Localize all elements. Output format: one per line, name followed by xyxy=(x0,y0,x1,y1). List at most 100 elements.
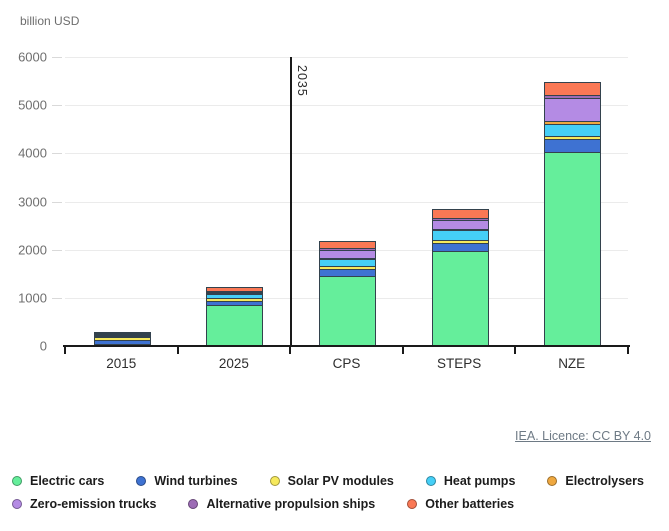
legend-item-label: Wind turbines xyxy=(154,474,238,488)
bar-segment[interactable] xyxy=(432,208,488,218)
y-tick-mark xyxy=(52,153,62,155)
bar-STEPS[interactable] xyxy=(431,208,489,345)
bar-segment[interactable] xyxy=(207,304,263,345)
bar-segment[interactable] xyxy=(545,98,601,122)
legend-marker-icon xyxy=(136,476,147,486)
legend-item-label: Electrolysers xyxy=(565,474,644,488)
bar-segment[interactable] xyxy=(432,230,488,241)
x-axis-line xyxy=(63,345,630,347)
legend-marker-icon xyxy=(269,476,280,486)
y-tick-mark xyxy=(52,249,62,251)
legend-marker-icon xyxy=(12,499,22,509)
legend-marker-icon xyxy=(407,499,418,509)
bar-segment[interactable] xyxy=(94,334,150,336)
x-category-label-2015: 2015 xyxy=(106,356,137,371)
legend-marker-icon xyxy=(188,499,199,509)
bar-segment[interactable] xyxy=(320,258,375,260)
x-tick-mark xyxy=(176,346,179,354)
gridline xyxy=(65,57,628,58)
legend-item[interactable]: Other batteries xyxy=(407,497,514,511)
legend-marker-icon xyxy=(12,476,22,486)
y-tick-label: 4000 xyxy=(18,145,47,161)
bar-segment[interactable] xyxy=(320,248,375,250)
bar-segment[interactable] xyxy=(207,298,263,301)
legend-item[interactable]: Wind turbines xyxy=(136,474,238,488)
gridline xyxy=(65,105,628,107)
bar-segment[interactable] xyxy=(432,240,488,243)
bar-segment[interactable] xyxy=(545,82,601,96)
bar-2015[interactable] xyxy=(93,331,151,345)
legend-item[interactable]: Heat pumps xyxy=(425,474,516,488)
legend-marker-icon xyxy=(425,476,436,486)
legend-item-label: Solar PV modules xyxy=(287,474,394,488)
bar-segment[interactable] xyxy=(94,336,150,340)
legend-row: Electric cars Wind turbines Solar PV modul… xyxy=(12,474,644,488)
legend-item[interactable]: Solar PV modules xyxy=(269,474,394,488)
bar-segment[interactable] xyxy=(94,333,150,335)
plot-area: 0 1000 2000 3000 4000 5000 6000 2035 2015 2025 C… xyxy=(18,50,630,371)
bar-segment[interactable] xyxy=(432,217,488,220)
bar-2025[interactable] xyxy=(206,287,264,345)
legend-row: Zero-emission trucks Alternative propulsi… xyxy=(12,497,644,511)
legend-item-label: Heat pumps xyxy=(443,474,516,488)
x-tick-mark xyxy=(64,346,66,354)
gridline xyxy=(65,201,628,203)
x-category-label-2025: 2025 xyxy=(218,356,249,371)
bar-segment[interactable] xyxy=(94,331,150,333)
x-tick-mark xyxy=(289,346,292,354)
bar-segment[interactable] xyxy=(320,268,375,277)
bar-segment[interactable] xyxy=(207,292,263,294)
bar-segment[interactable] xyxy=(545,95,601,99)
bar-segment[interactable] xyxy=(545,152,601,345)
bar-segment[interactable] xyxy=(545,139,601,153)
y-tick-label: 2000 xyxy=(18,242,47,258)
x-category-label-STEPS: STEPS xyxy=(436,356,482,371)
bar-segment[interactable] xyxy=(320,240,375,249)
bar-segment[interactable] xyxy=(432,242,488,251)
legend-item-label: Other batteries xyxy=(425,497,515,511)
bar-segment[interactable] xyxy=(432,250,488,345)
y-tick-label: 3000 xyxy=(18,194,47,209)
bar-segment[interactable] xyxy=(432,228,488,231)
y-tick-mark xyxy=(52,105,62,107)
bar-NZE[interactable] xyxy=(544,82,602,345)
bar-segment[interactable] xyxy=(545,135,601,140)
bar-segment[interactable] xyxy=(94,339,150,344)
bar-segment[interactable] xyxy=(207,293,263,295)
y-tick-label: 0 xyxy=(39,338,47,354)
legend-item[interactable]: Electric cars xyxy=(12,474,104,488)
x-tick-mark xyxy=(514,346,517,354)
y-tick-label: 6000 xyxy=(18,49,47,65)
bar-segment[interactable] xyxy=(94,332,150,334)
gridline xyxy=(65,153,628,155)
bar-segment[interactable] xyxy=(207,300,263,305)
scenario-divider-line xyxy=(290,57,292,346)
bar-segment[interactable] xyxy=(207,291,263,293)
bar-segment[interactable] xyxy=(320,249,375,259)
bar-segment[interactable] xyxy=(545,123,601,136)
x-category-label-CPS: CPS xyxy=(332,356,361,371)
bar-segment[interactable] xyxy=(207,294,263,299)
y-axis-unit-label: billion USD xyxy=(20,14,80,28)
legend-marker-icon xyxy=(547,476,558,486)
legend-item[interactable]: Zero-emission trucks xyxy=(12,497,156,511)
legend-item[interactable]: Alternative propulsion ships xyxy=(188,497,375,511)
bar-segment[interactable] xyxy=(320,259,375,267)
bar-segment[interactable] xyxy=(94,343,150,345)
x-tick-mark xyxy=(627,346,629,354)
bar-segment[interactable] xyxy=(207,287,263,292)
x-tick-mark xyxy=(401,346,404,354)
bar-segment[interactable] xyxy=(545,121,601,124)
bar-segment[interactable] xyxy=(432,219,488,229)
legend-item[interactable]: Electrolysers xyxy=(547,474,644,488)
bar-segment[interactable] xyxy=(94,335,150,337)
bar-segment[interactable] xyxy=(320,276,375,345)
scenario-year-label: 2035 xyxy=(295,65,309,97)
y-tick-mark xyxy=(52,297,62,299)
bar-CPS[interactable] xyxy=(319,240,376,345)
legend-item-label: Alternative propulsion ships xyxy=(206,497,376,511)
y-tick-label: 1000 xyxy=(18,290,47,306)
bar-segment[interactable] xyxy=(320,266,375,269)
source-licence-link[interactable]: IEA. Licence: CC BY 4.0 xyxy=(515,429,651,443)
y-tick-mark xyxy=(52,201,62,203)
